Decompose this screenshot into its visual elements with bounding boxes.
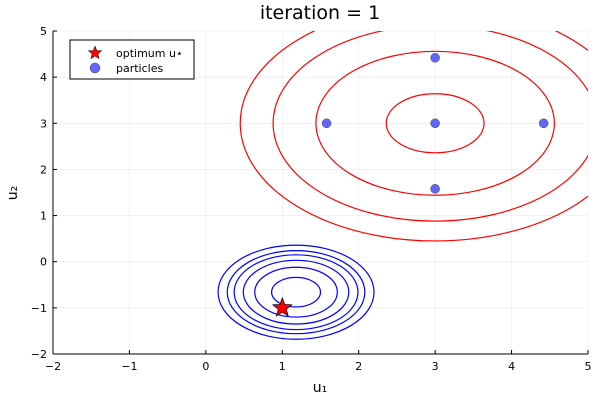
y-tick-label: 3: [40, 117, 47, 130]
x-tick-label: 0: [202, 360, 209, 373]
target-contour: [217, 244, 375, 340]
y-tick-label: 4: [40, 71, 47, 84]
x-tick-label: 1: [279, 360, 286, 373]
y-axis-label: u₂: [5, 186, 21, 201]
particle-point: [430, 118, 440, 129]
legend-star-icon: [87, 45, 103, 60]
marks: [271, 53, 549, 317]
contours: [217, 31, 588, 340]
objective-contour: [272, 31, 588, 222]
legend-label-particles: particles: [116, 62, 163, 75]
x-tick-label: −2: [45, 360, 61, 373]
particle-point: [538, 118, 549, 129]
y-tick-label: 5: [40, 25, 47, 38]
target-contour: [233, 254, 359, 331]
target-contour: [254, 266, 338, 318]
particle-point: [321, 118, 332, 129]
objective-contour: [315, 50, 555, 196]
legend-label-optimum: optimum u⋆: [116, 47, 183, 60]
objective-contour: [239, 31, 588, 242]
axes: −2 −1 0 1 2 3 4 5 −2 −1 0 1 2 3 4 5: [31, 25, 592, 373]
y-tick-label: −2: [31, 348, 47, 361]
particle-point: [430, 53, 440, 63]
y-tick-label: 1: [40, 210, 47, 223]
target-contour: [226, 250, 366, 335]
target-contour: [242, 259, 350, 325]
x-tick-label: 3: [432, 360, 439, 373]
particle-point: [430, 184, 440, 194]
y-tick-label: 2: [40, 163, 47, 176]
y-tick-label: −1: [31, 302, 47, 315]
chart-title: iteration = 1: [260, 2, 380, 24]
x-tick-label: 2: [355, 360, 362, 373]
x-tick-label: −1: [121, 360, 137, 373]
x-tick-label: 5: [585, 360, 592, 373]
x-axis-label: u₁: [313, 380, 328, 396]
x-tick-label: 4: [508, 360, 515, 373]
legend-circle-icon: [89, 62, 101, 74]
target-contour: [270, 276, 322, 308]
legend-box: [69, 39, 195, 80]
y-tick-label: 0: [40, 256, 47, 269]
legend: optimum u⋆ particles: [69, 39, 195, 80]
optimum-star: [271, 296, 293, 317]
objective-contour: [385, 93, 485, 154]
